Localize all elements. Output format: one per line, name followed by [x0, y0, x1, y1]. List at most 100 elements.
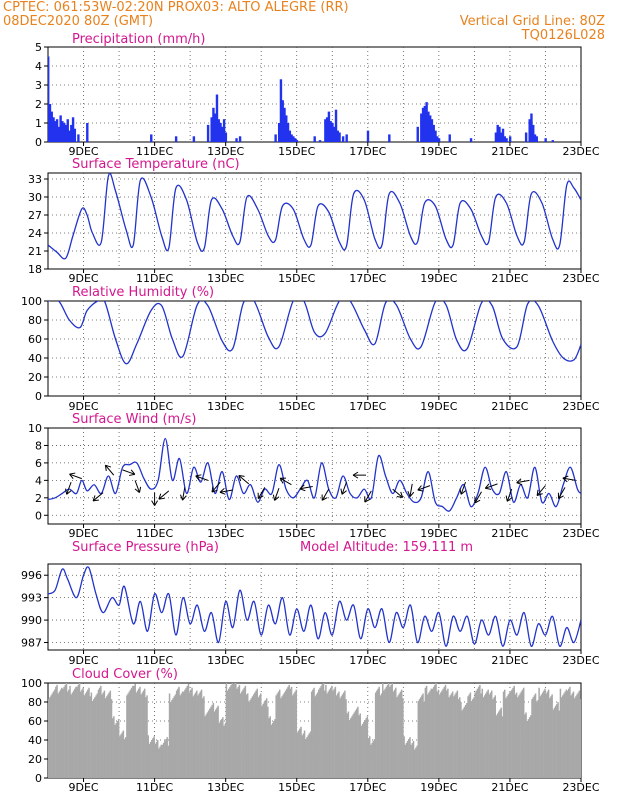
wind-arrow-head: [484, 483, 492, 490]
x-tick-label: 15DEC: [278, 272, 315, 285]
precip-bar: [238, 136, 242, 142]
cloud-bar: [188, 692, 191, 778]
cloud-bar: [245, 694, 248, 778]
y-tick-label: 60: [28, 333, 42, 346]
cloud-bar: [332, 690, 334, 778]
cloud-bar: [57, 693, 59, 778]
cloud-bar: [321, 683, 324, 778]
cloud-bar: [85, 691, 88, 778]
precip-bar: [535, 136, 538, 142]
y-tick-label: 80: [28, 696, 42, 709]
wind-arrow-head: [195, 474, 202, 481]
cloud-bar: [184, 689, 186, 778]
cloud-bar: [502, 691, 505, 778]
cloud-bar: [178, 686, 180, 778]
cloud-bar: [382, 683, 384, 778]
precip-bar: [530, 113, 533, 142]
x-tick-label: 21DEC: [491, 400, 528, 413]
x-tick-label: 15DEC: [278, 145, 315, 158]
precip-bar: [215, 94, 219, 142]
x-tick-label: 19DEC: [420, 400, 457, 413]
cloud-bar: [427, 694, 429, 778]
x-tick-label: 11DEC: [136, 654, 173, 667]
cloud-bar: [366, 716, 369, 778]
cloud-bar: [104, 698, 107, 778]
wind-arrow-head: [104, 464, 112, 472]
cloud-bar: [485, 693, 487, 778]
cloud-bar: [455, 692, 457, 778]
wind-arrow: [460, 481, 466, 495]
precip-bar: [388, 134, 391, 142]
cloud-bar: [123, 739, 126, 778]
wind-arrow: [195, 475, 209, 481]
cloud-bar: [515, 692, 518, 778]
cloud-bar: [284, 690, 287, 778]
panel-1: 0 1 2 3 4 5 9DEC 11DEC 13DEC 15DEC 17DEC 19DEC 21DEC…: [35, 32, 600, 158]
cloud-bar: [395, 687, 397, 778]
cloud-bar: [572, 691, 575, 778]
wind-arrow-head: [352, 471, 359, 479]
cloud-bar: [267, 706, 269, 778]
cloud-bar: [562, 695, 564, 778]
precip-bar: [210, 117, 213, 142]
cloud-bar: [338, 691, 340, 778]
cloud-bar: [218, 722, 221, 778]
cloud-bar: [142, 690, 145, 778]
cloud-bar: [483, 695, 486, 778]
cloud-bar: [346, 713, 348, 778]
cloud-bar: [207, 710, 210, 778]
cloud-bar: [231, 683, 234, 778]
cloud-bar: [313, 687, 315, 778]
cloud-bar: [51, 693, 54, 778]
precip-bar: [57, 126, 61, 142]
cloud-bar: [53, 689, 56, 778]
cloud-bar: [210, 706, 212, 778]
wind-arrow-head: [459, 488, 466, 495]
cloud-bar: [119, 736, 121, 778]
cloud-bar: [351, 716, 353, 778]
x-tick-label: 9DEC: [68, 145, 98, 158]
cloud-bar: [303, 730, 306, 778]
cloud-bar: [147, 735, 149, 778]
cloud-bar: [342, 692, 345, 778]
precip-bar: [73, 128, 77, 142]
cloud-bar: [141, 692, 144, 778]
cloud-bar: [87, 689, 89, 778]
precip-bar: [423, 105, 427, 142]
cloud-bar: [434, 684, 436, 778]
cloud-bar: [339, 698, 341, 778]
precip-bar: [293, 138, 297, 142]
cloud-bar: [380, 693, 383, 778]
wind-arrow: [104, 464, 115, 476]
cloud-bar: [282, 694, 285, 778]
cloud-bar: [377, 688, 379, 778]
y-tick-label: 996: [21, 569, 42, 582]
cloud-bar: [494, 695, 497, 778]
cloud-bar: [475, 690, 478, 778]
cloud-bar: [496, 713, 499, 778]
wind-arrow: [92, 492, 104, 502]
wind-arrow-head: [321, 494, 328, 501]
cloud-bar: [409, 737, 411, 778]
cloud-bar: [165, 739, 167, 778]
cloud-bar: [406, 740, 409, 778]
cloud-bar: [49, 697, 51, 778]
cloud-bar: [537, 700, 539, 778]
wind-arrow-head: [272, 494, 280, 501]
cloud-bar: [424, 687, 427, 778]
cloud-bar: [200, 689, 203, 778]
cloud-bar: [508, 692, 511, 778]
cloud-bar: [476, 688, 479, 778]
cloud-bar: [504, 689, 506, 778]
cloud-bar: [416, 745, 418, 778]
cloud-bar: [403, 736, 405, 778]
cloud-bar: [567, 688, 570, 778]
x-tick-label: 13DEC: [207, 781, 244, 794]
precip-bar: [192, 136, 196, 142]
cloud-bar: [371, 742, 373, 778]
cloud-bar: [305, 739, 307, 778]
cloud-bar: [425, 685, 428, 778]
cloud-bar: [521, 689, 524, 778]
cloud-bar: [533, 695, 536, 778]
precip-bar: [420, 113, 423, 142]
